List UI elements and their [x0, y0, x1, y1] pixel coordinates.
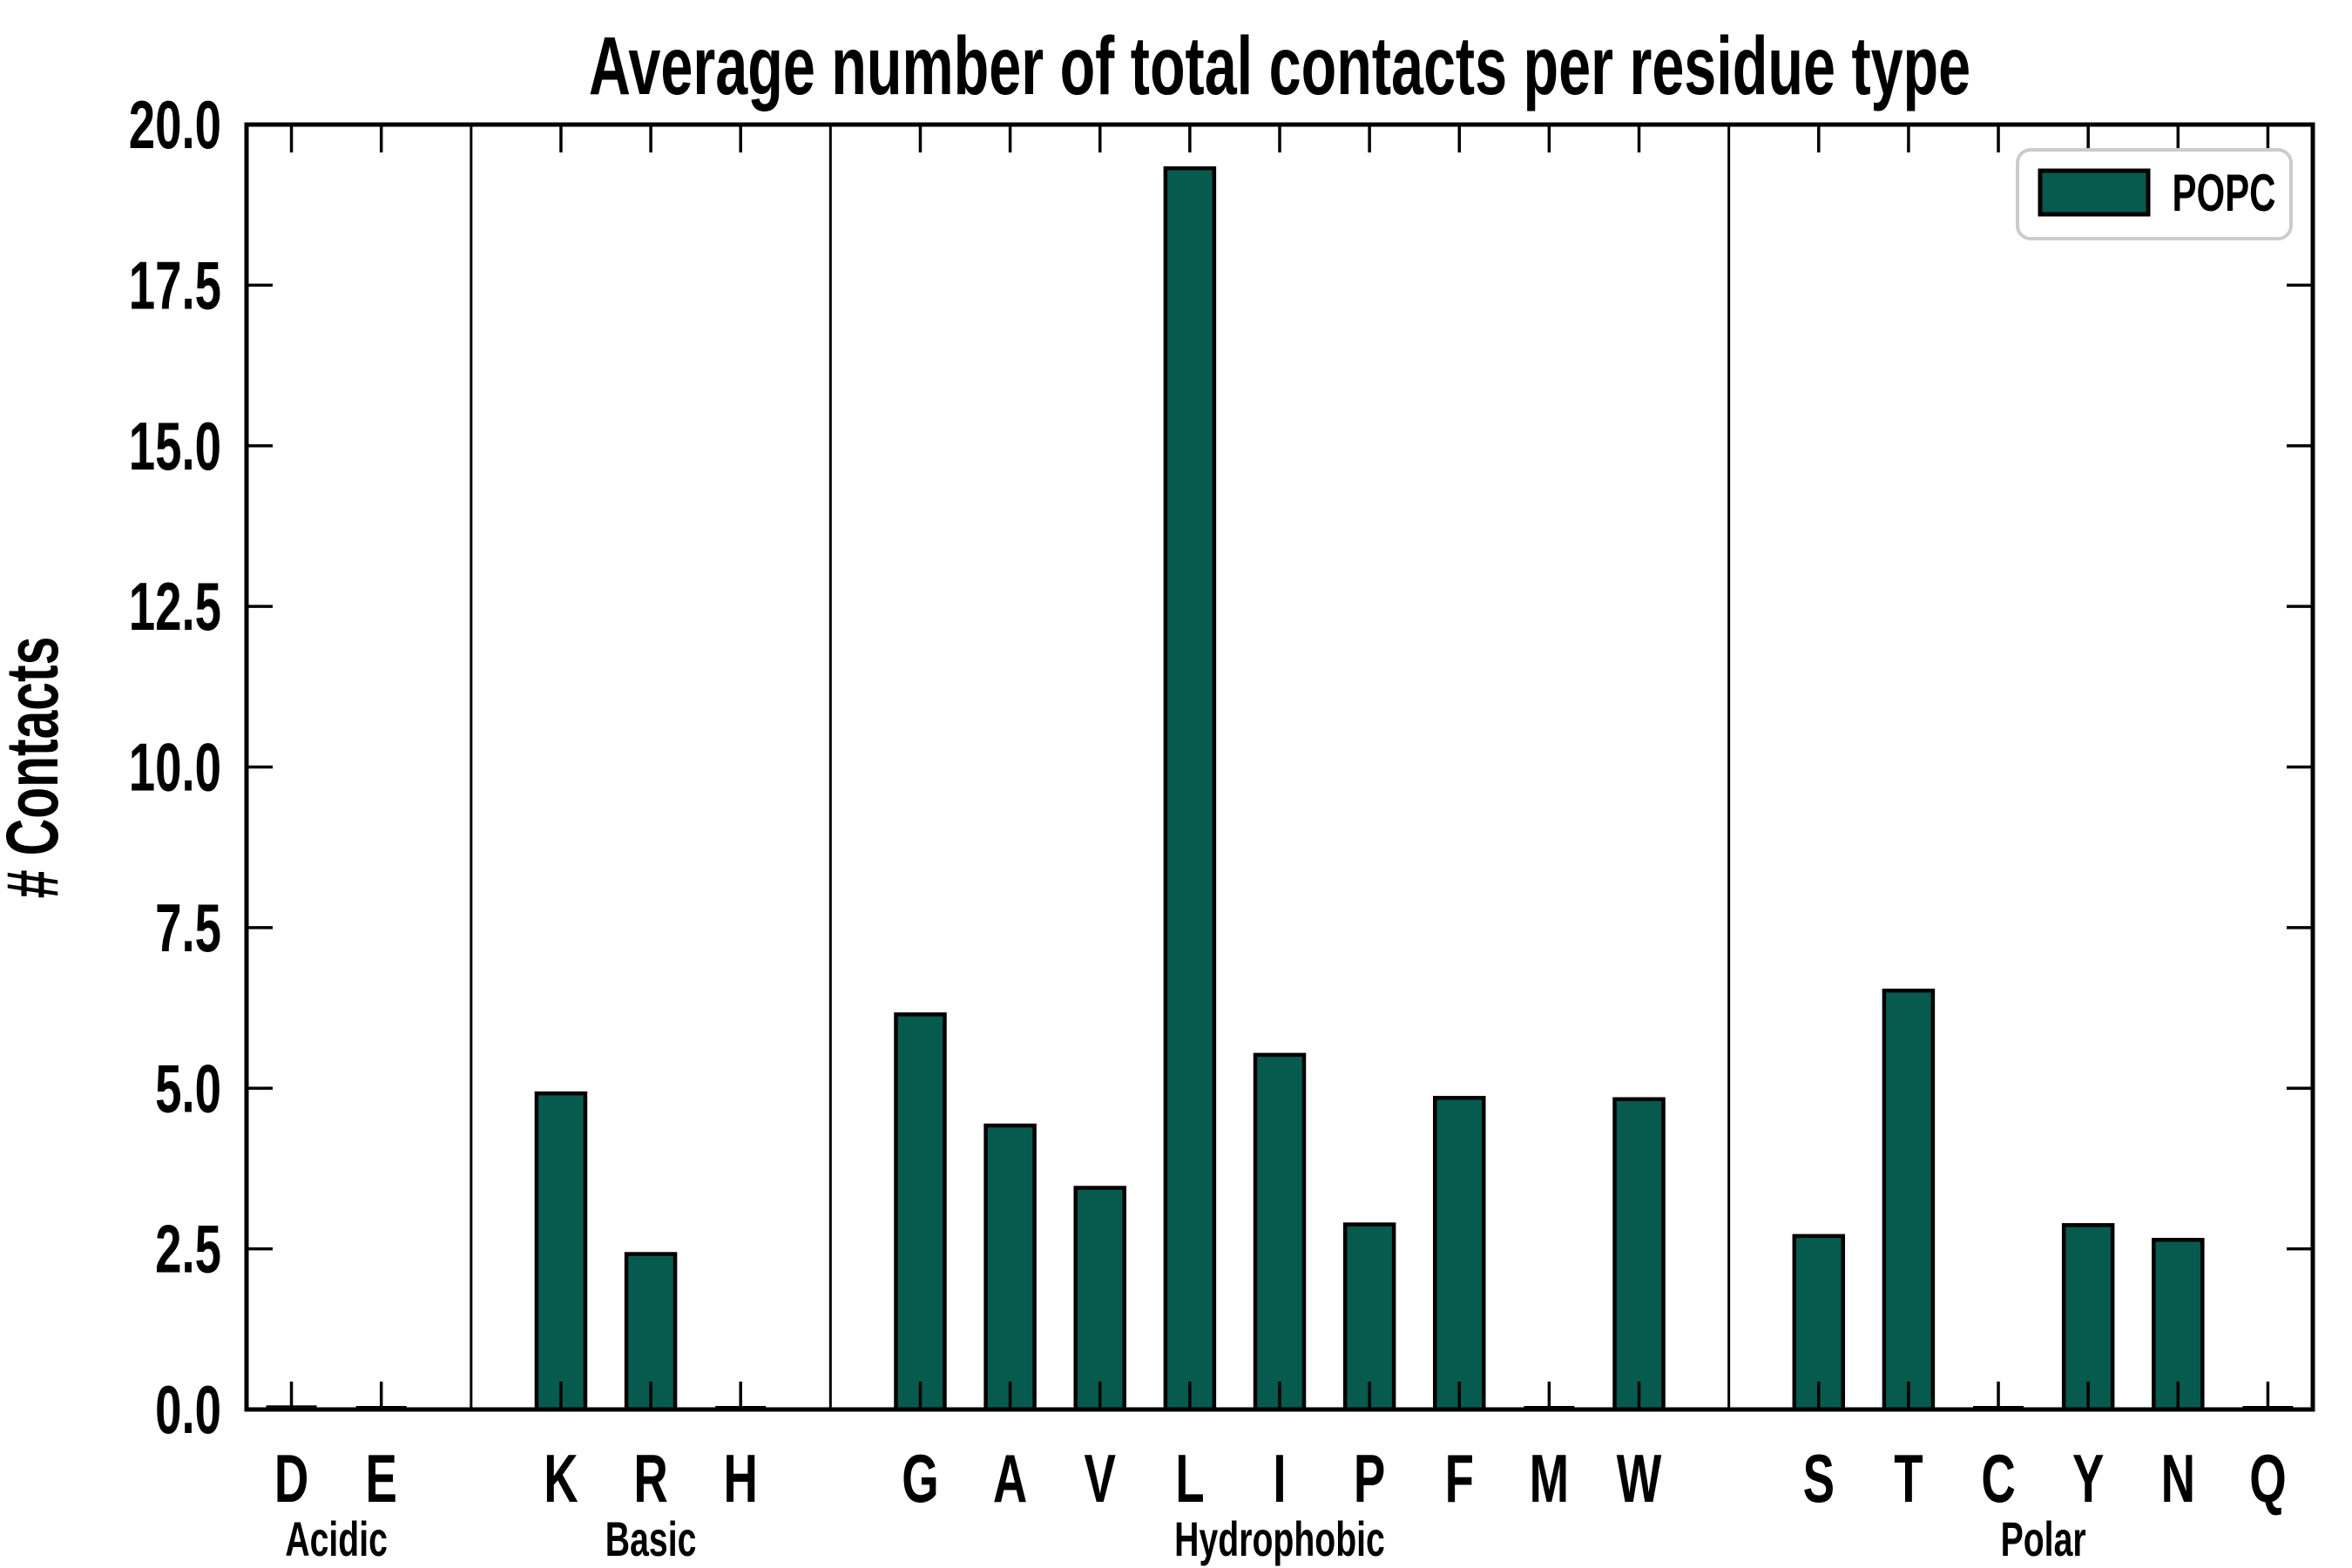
plot-frame [244, 122, 2315, 1412]
y-tick-label: 0.0 [155, 1372, 221, 1448]
bar-T [1882, 988, 1936, 1412]
bar-A [983, 1123, 1037, 1412]
x-tick-label-N: N [2161, 1441, 2195, 1517]
x-tick-label-Q: Q [2249, 1441, 2286, 1517]
x-tick-label-W: W [1617, 1441, 1662, 1517]
y-tick-label: 5.0 [155, 1051, 221, 1127]
x-tick-label-Y: Y [2072, 1441, 2104, 1517]
bar-I [1253, 1052, 1307, 1412]
group-separators [470, 126, 1731, 1408]
y-tick-label: 20.0 [129, 87, 221, 163]
x-tick-label-K: K [544, 1441, 578, 1517]
ticks [247, 123, 2313, 1411]
bar-Y [2061, 1223, 2115, 1412]
bar-L [1163, 166, 1217, 1412]
bar-K [534, 1091, 588, 1412]
x-tick-label-T: T [1894, 1441, 1923, 1517]
legend-swatch-popc [2038, 168, 2151, 217]
x-tick-label-L: L [1175, 1441, 1204, 1517]
group-label-acidic: Acidic [285, 1512, 388, 1567]
y-tick-label: 10.0 [129, 730, 221, 806]
legend: POPC [2016, 148, 2293, 240]
bar-V [1073, 1186, 1126, 1412]
x-tick-label-S: S [1803, 1441, 1835, 1517]
x-tick-label-F: F [1445, 1441, 1474, 1517]
legend-label-popc: POPC [2173, 164, 2276, 222]
y-tick-label: 15.0 [129, 409, 221, 484]
bar-N [2152, 1238, 2205, 1412]
bar-S [1792, 1233, 1846, 1412]
bar-G [894, 1012, 947, 1412]
bar-W [1612, 1097, 1666, 1412]
bars [266, 166, 2294, 1412]
x-tick-label-A: A [993, 1441, 1027, 1517]
y-tick-label: 2.5 [155, 1212, 221, 1288]
x-tick-label-P: P [1354, 1441, 1385, 1517]
x-tick-label-G: G [902, 1441, 938, 1517]
x-tick-label-M: M [1530, 1441, 1569, 1517]
bar-F [1433, 1096, 1486, 1412]
chart-title: Average number of total contacts per res… [589, 20, 1970, 112]
x-tick-label-E: E [365, 1441, 396, 1517]
group-label-basic: Basic [605, 1512, 697, 1567]
y-tick-label: 7.5 [155, 890, 221, 966]
group-label-polar: Polar [2001, 1512, 2086, 1567]
y-tick-label: 17.5 [129, 248, 221, 324]
group-label-hydrophobic: Hydrophobic [1174, 1512, 1385, 1567]
y-tick-label: 12.5 [129, 570, 221, 645]
x-tick-label-D: D [274, 1441, 308, 1517]
x-tick-label-R: R [633, 1441, 667, 1517]
x-tick-label-I: I [1273, 1441, 1286, 1517]
x-tick-label-H: H [724, 1441, 758, 1517]
x-tick-label-C: C [1981, 1441, 2015, 1517]
y-axis-label: # Contacts [0, 637, 74, 899]
x-tick-label-V: V [1085, 1441, 1116, 1517]
